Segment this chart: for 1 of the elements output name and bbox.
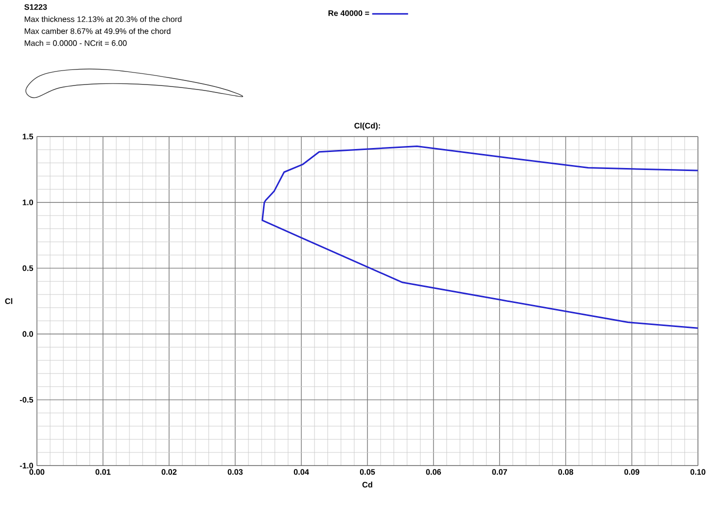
line-series bbox=[262, 145, 698, 329]
